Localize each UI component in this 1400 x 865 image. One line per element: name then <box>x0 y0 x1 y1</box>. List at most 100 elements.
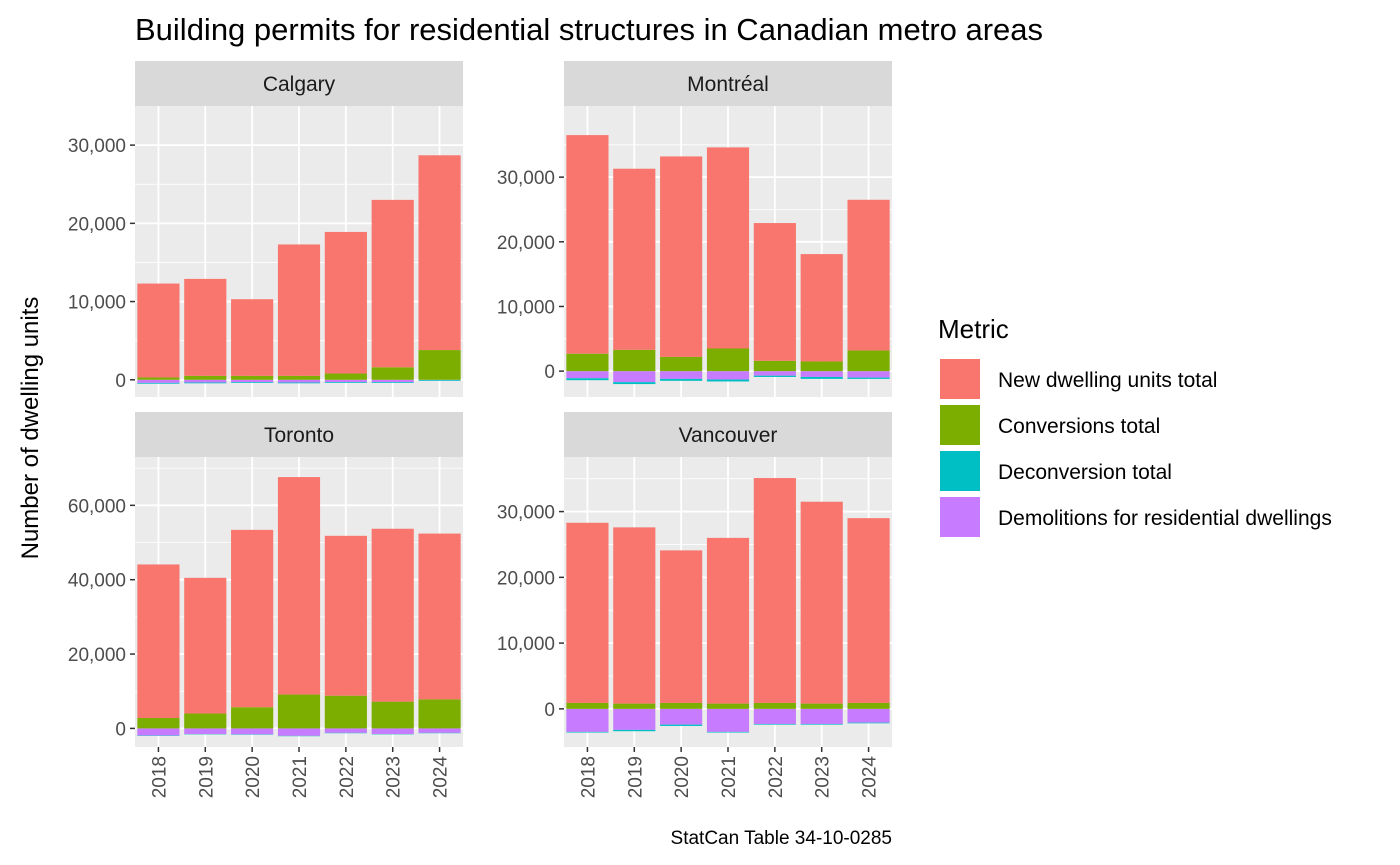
panel-toronto-x-tick-label: 2020 <box>243 756 264 798</box>
panel-toronto-y-tick-label: 60,000 <box>68 496 126 517</box>
panel-vancouver-strip-label: Vancouver <box>679 424 778 447</box>
panel-montr-al-bar-conversions-total-2019 <box>613 349 656 372</box>
panel-calgary-bar-conversions-total-2018 <box>137 377 180 380</box>
panel-vancouver-bar-new-dwelling-units-total-2024 <box>847 518 890 703</box>
panel-montr-al-bar-demolitions-for-residential-dwellings-2018 <box>566 371 609 379</box>
panel-toronto-y-tick-label: 20,000 <box>68 645 126 666</box>
panel-vancouver-bar-conversions-total-2018 <box>566 702 609 709</box>
panel-calgary-y-tick-label: 20,000 <box>68 214 126 235</box>
panel-calgary-bar-new-dwelling-units-total-2020 <box>231 299 274 376</box>
panel-toronto-bar-conversions-total-2024 <box>418 699 461 729</box>
panel-montr-al-bar-new-dwelling-units-total-2019 <box>613 168 656 350</box>
panel-calgary-bar-deconversion-total-2024 <box>418 380 461 381</box>
legend-key-deconversion-total <box>940 451 980 491</box>
panel-vancouver-bar-new-dwelling-units-total-2020 <box>660 550 703 703</box>
legend-label-demolitions-for-residential-dwellings: Demolitions for residential dwellings <box>998 507 1332 530</box>
panel-montr-al-bar-new-dwelling-units-total-2023 <box>800 254 843 362</box>
panel-toronto-strip <box>135 412 463 457</box>
panel-calgary-bar-demolitions-for-residential-dwellings-2021 <box>277 379 321 383</box>
panel-vancouver-x-tick-label: 2022 <box>766 756 787 798</box>
panel-vancouver-y-tick-label: 0 <box>544 700 555 721</box>
panel-vancouver-bar-demolitions-for-residential-dwellings-2018 <box>566 708 609 732</box>
panel-montr-al-bar-demolitions-for-residential-dwellings-2021 <box>706 371 750 380</box>
panel-montr-al-y-tick-label: 30,000 <box>497 168 555 189</box>
y-axis-title: Number of dwelling units <box>17 297 44 560</box>
panel-vancouver-x-tick-label: 2020 <box>672 756 693 798</box>
panel-vancouver-bar-conversions-total-2023 <box>800 703 843 709</box>
facet-panels: Calgary 0 10,000 20,000 30,000 Montréal 0 10,00… <box>68 61 892 798</box>
panel-calgary-bar-new-dwelling-units-total-2018 <box>137 283 180 378</box>
panel-toronto-bar-conversions-total-2021 <box>277 694 321 729</box>
panel-calgary-bar-conversions-total-2023 <box>371 367 414 380</box>
panel-toronto-bar-new-dwelling-units-total-2022 <box>324 535 367 696</box>
panel-toronto-bar-conversions-total-2019 <box>184 713 227 729</box>
panel-calgary-bar-conversions-total-2019 <box>184 375 227 380</box>
panel-montr-al-bar-conversions-total-2018 <box>566 353 609 372</box>
panel-vancouver-bar-conversions-total-2020 <box>660 702 703 709</box>
panel-toronto-x-tick-label: 2021 <box>290 756 311 798</box>
chart-title: Building permits for residential structu… <box>135 12 1043 47</box>
panel-vancouver-y-tick-label: 30,000 <box>497 503 555 524</box>
panel-toronto-bar-conversions-total-2023 <box>371 701 414 729</box>
panel-calgary-strip <box>135 61 463 106</box>
panel-vancouver-y-tick-label: 20,000 <box>497 568 555 589</box>
panel-vancouver-bar-deconversion-total-2023 <box>800 723 843 725</box>
panel-vancouver-x-tick-label: 2019 <box>625 756 646 798</box>
panel-montr-al-bar-deconversion-total-2018 <box>566 378 609 381</box>
panel-toronto-bar-new-dwelling-units-total-2019 <box>184 577 227 714</box>
panel-vancouver-bar-demolitions-for-residential-dwellings-2023 <box>800 708 843 724</box>
legend-title: Metric <box>938 314 1009 344</box>
panel-toronto-bar-new-dwelling-units-total-2023 <box>371 528 414 702</box>
panel-toronto-bar-new-dwelling-units-total-2020 <box>231 529 274 708</box>
panel-calgary-bar-demolitions-for-residential-dwellings-2019 <box>184 379 227 383</box>
panel-vancouver-bar-new-dwelling-units-total-2021 <box>706 537 750 704</box>
panel-calgary-bar-new-dwelling-units-total-2019 <box>184 278 227 376</box>
panel-montr-al-bar-demolitions-for-residential-dwellings-2023 <box>800 371 843 377</box>
panel-toronto-bar-conversions-total-2022 <box>324 695 367 729</box>
panel-calgary-y-tick-label: 10,000 <box>68 293 126 314</box>
panel-calgary-bar-demolitions-for-residential-dwellings-2023 <box>371 379 414 383</box>
legend-label-deconversion-total: Deconversion total <box>998 461 1172 484</box>
panel-vancouver-bar-demolitions-for-residential-dwellings-2020 <box>660 708 703 725</box>
panel-toronto-bar-demolitions-for-residential-dwellings-2021 <box>277 728 321 736</box>
panel-montr-al: Montréal 0 10,000 20,000 30,000 <box>497 61 892 397</box>
panel-montr-al-bar-demolitions-for-residential-dwellings-2022 <box>753 371 796 376</box>
panel-vancouver-bar-conversions-total-2022 <box>753 702 796 709</box>
panel-vancouver-bar-deconversion-total-2024 <box>847 722 890 724</box>
panel-montr-al-strip-label: Montréal <box>687 73 769 96</box>
panel-montr-al-bar-deconversion-total-2019 <box>613 382 656 385</box>
panel-montr-al-bar-deconversion-total-2022 <box>753 375 796 377</box>
panel-toronto-bar-demolitions-for-residential-dwellings-2022 <box>324 728 367 733</box>
panel-montr-al-y-tick-label: 20,000 <box>497 233 555 254</box>
panel-montr-al-bar-demolitions-for-residential-dwellings-2024 <box>847 371 890 378</box>
panel-calgary-bar-deconversion-total-2020 <box>231 382 274 383</box>
panel-toronto: Toronto 0 20,000 40,000 60,000 2018 2019 2020 20… <box>68 412 463 798</box>
panel-vancouver-x-tick-label: 2018 <box>578 756 599 798</box>
panel-toronto-bars <box>137 477 461 737</box>
panel-montr-al-bar-conversions-total-2020 <box>660 356 703 372</box>
legend-key-new-dwelling-units-total <box>940 359 980 399</box>
panel-calgary-bar-deconversion-total-2021 <box>277 382 321 384</box>
panel-montr-al-bar-deconversion-total-2020 <box>660 378 703 381</box>
panel-montr-al-bar-new-dwelling-units-total-2020 <box>660 156 703 357</box>
panel-vancouver-bar-demolitions-for-residential-dwellings-2024 <box>847 708 890 723</box>
panel-montr-al-y-tick-label: 10,000 <box>497 297 555 318</box>
panel-montr-al-strip <box>564 61 892 106</box>
panel-vancouver-bar-deconversion-total-2018 <box>566 731 609 733</box>
panel-toronto-x-tick-label: 2018 <box>149 756 170 798</box>
panel-montr-al-bar-conversions-total-2023 <box>800 361 843 372</box>
panel-calgary-bars <box>137 155 461 384</box>
panel-vancouver-x-tick-label: 2021 <box>719 756 740 798</box>
panel-calgary-bar-deconversion-total-2022 <box>324 382 367 383</box>
panel-vancouver-bar-new-dwelling-units-total-2023 <box>800 501 843 704</box>
panel-vancouver-bar-deconversion-total-2019 <box>613 729 656 732</box>
panel-calgary-bar-new-dwelling-units-total-2023 <box>371 199 414 368</box>
panel-calgary-bar-demolitions-for-residential-dwellings-2020 <box>231 379 274 383</box>
panel-montr-al-bars <box>566 135 890 385</box>
panel-vancouver-x-tick-label: 2023 <box>813 756 834 798</box>
panel-montr-al-bar-deconversion-total-2021 <box>706 379 750 382</box>
panel-montr-al-bar-demolitions-for-residential-dwellings-2020 <box>660 371 703 379</box>
panel-montr-al-bar-new-dwelling-units-total-2021 <box>706 147 750 349</box>
panel-vancouver-bar-conversions-total-2019 <box>613 703 656 709</box>
legend-items: New dwelling units total Conversions tota… <box>938 357 1332 539</box>
